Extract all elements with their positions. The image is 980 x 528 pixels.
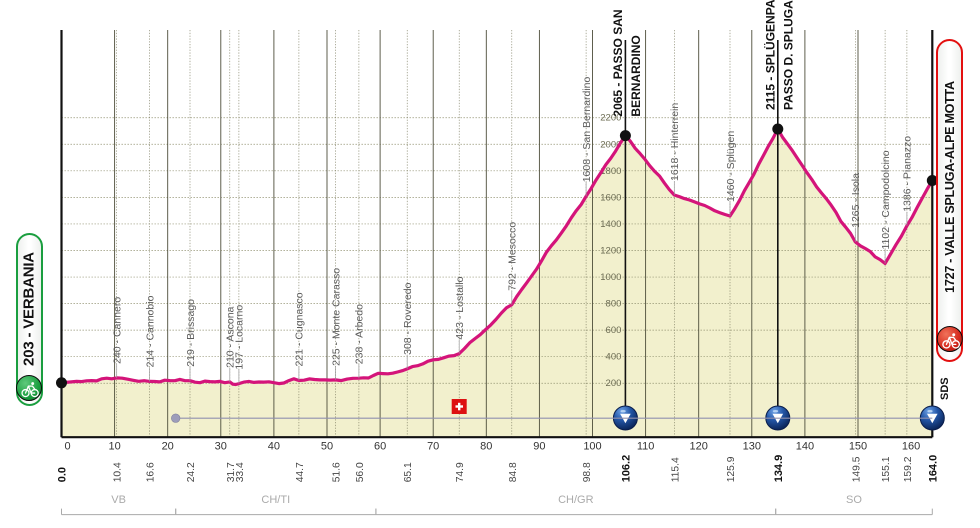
svg-text:600: 600 (606, 325, 622, 336)
svg-text:1000: 1000 (600, 272, 621, 283)
svg-text:SO: SO (846, 494, 862, 506)
svg-text:225 - Monte Carasso: 225 - Monte Carasso (330, 268, 342, 366)
svg-text:56.0: 56.0 (355, 462, 366, 482)
svg-text:792 - Mesocco: 792 - Mesocco (507, 222, 519, 291)
svg-text:120: 120 (690, 441, 708, 453)
svg-text:51.6: 51.6 (332, 462, 343, 482)
svg-text:160: 160 (902, 441, 920, 453)
svg-text:100: 100 (583, 441, 601, 453)
svg-text:98.8: 98.8 (582, 462, 593, 482)
svg-text:1460 - Splügen: 1460 - Splügen (725, 131, 737, 202)
svg-text:140: 140 (796, 441, 814, 453)
svg-text:24.2: 24.2 (186, 462, 197, 482)
svg-text:115.4: 115.4 (670, 457, 681, 482)
svg-text:VB: VB (111, 494, 126, 506)
svg-text:240 - Cannero: 240 - Cannero (112, 297, 124, 364)
svg-text:308 - Roveredo: 308 - Roveredo (402, 282, 414, 355)
svg-text:50: 50 (321, 441, 333, 453)
svg-text:33.4: 33.4 (235, 462, 246, 482)
svg-text:1600: 1600 (600, 192, 621, 203)
svg-text:164.0: 164.0 (927, 455, 939, 483)
svg-text:CH/TI: CH/TI (261, 494, 290, 506)
svg-text:10: 10 (108, 441, 120, 453)
svg-text:1618 - Hinterrein: 1618 - Hinterrein (669, 103, 681, 181)
svg-text:90: 90 (533, 441, 545, 453)
svg-text:1200: 1200 (600, 246, 621, 257)
svg-text:400: 400 (606, 352, 622, 363)
svg-text:238 - Arbedo: 238 - Arbedo (354, 304, 366, 364)
svg-text:1386 - Pianazzo: 1386 - Pianazzo (902, 136, 914, 212)
svg-text:221 - Cugnasco: 221 - Cugnasco (294, 292, 306, 366)
svg-text:2115 - SPLÜGENPASS: 2115 - SPLÜGENPASS (762, 0, 777, 110)
svg-text:20: 20 (162, 441, 174, 453)
svg-text:30: 30 (215, 441, 227, 453)
svg-text:149.5: 149.5 (851, 456, 862, 482)
svg-text:1102 - Campodolcino: 1102 - Campodolcino (880, 150, 892, 249)
svg-text:0.0: 0.0 (57, 467, 69, 482)
svg-text:159.2: 159.2 (903, 456, 914, 482)
svg-text:423 - Lostallo: 423 - Lostallo (454, 276, 466, 339)
svg-text:10.4: 10.4 (113, 462, 124, 482)
svg-text:155.1: 155.1 (881, 456, 892, 482)
svg-text:800: 800 (606, 299, 622, 310)
svg-text:125.9: 125.9 (726, 456, 737, 482)
svg-text:110: 110 (637, 441, 655, 453)
svg-text:16.6: 16.6 (146, 462, 157, 482)
svg-text:65.1: 65.1 (403, 462, 414, 482)
svg-text:40: 40 (268, 441, 280, 453)
svg-text:2065 - PASSO SAN: 2065 - PASSO SAN (611, 9, 625, 116)
svg-text:200: 200 (606, 378, 622, 389)
svg-text:106.2: 106.2 (620, 455, 632, 483)
svg-text:150: 150 (849, 441, 867, 453)
svg-text:84.8: 84.8 (508, 462, 519, 482)
svg-text:60: 60 (374, 441, 386, 453)
svg-text:197 - Locarno: 197 - Locarno (234, 305, 246, 370)
svg-text:BERNARDINO: BERNARDINO (629, 35, 643, 116)
svg-text:80: 80 (480, 441, 492, 453)
svg-text:74.9: 74.9 (455, 462, 466, 482)
svg-text:70: 70 (427, 441, 439, 453)
svg-text:219 - Brissago: 219 - Brissago (185, 299, 197, 367)
svg-text:44.7: 44.7 (295, 462, 306, 482)
svg-text:1265 - Isola: 1265 - Isola (850, 173, 862, 228)
svg-text:130: 130 (743, 441, 761, 453)
svg-text:134.9: 134.9 (773, 455, 785, 483)
svg-text:0: 0 (65, 441, 71, 453)
svg-text:PASSO D. SPLUGA: PASSO D. SPLUGA (781, 0, 795, 110)
svg-text:1400: 1400 (600, 219, 621, 230)
svg-text:CH/GR: CH/GR (558, 494, 594, 506)
svg-text:214 - Cannobio: 214 - Cannobio (144, 295, 156, 367)
svg-text:1608 - San Bernardino: 1608 - San Bernardino (581, 76, 593, 182)
